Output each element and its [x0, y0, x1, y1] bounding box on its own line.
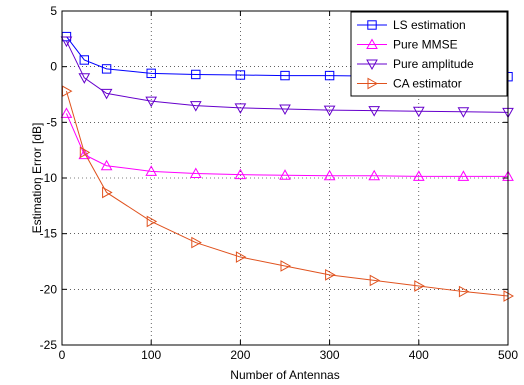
- data-point: [235, 251, 247, 263]
- data-point: [191, 236, 202, 249]
- data-point: [191, 69, 201, 80]
- data-point: [189, 167, 202, 179]
- data-point: [100, 88, 113, 100]
- data-point: [234, 168, 247, 180]
- data-point: [101, 64, 112, 74]
- data-point: [60, 36, 73, 48]
- data-point: [366, 59, 378, 71]
- series-line: [66, 113, 508, 177]
- data-point: [234, 103, 247, 114]
- x-axis-label: Number of Antennas: [230, 368, 339, 382]
- data-point: [325, 269, 336, 281]
- data-point: [279, 169, 291, 180]
- data-point: [458, 285, 470, 298]
- data-point: [367, 77, 379, 90]
- legend-box: [350, 11, 508, 97]
- data-point: [100, 159, 113, 171]
- x-tick-label: 0: [59, 348, 66, 362]
- data-point: [368, 169, 381, 181]
- data-point: [323, 169, 336, 181]
- y-tick-label: 0: [50, 60, 57, 74]
- legend: LS estimation Pure MMSE Pure amplitude CA e…: [350, 11, 508, 97]
- y-tick-label: -5: [46, 115, 57, 129]
- y-axis-label: Estimation Error [dB]: [30, 123, 44, 234]
- y-tick-label: -15: [40, 227, 58, 241]
- data-point: [367, 20, 377, 30]
- data-point: [146, 68, 156, 79]
- data-point: [235, 70, 246, 80]
- legend-label: Pure amplitude: [393, 57, 474, 71]
- data-point: [102, 186, 113, 199]
- data-point: [368, 106, 381, 117]
- legend-label: CA estimator: [393, 77, 462, 91]
- x-tick-label: 200: [230, 348, 250, 362]
- data-point: [323, 105, 336, 117]
- data-point: [412, 170, 425, 181]
- data-point: [280, 70, 290, 81]
- y-tick-label: 5: [50, 4, 57, 18]
- legend-label: LS estimation: [393, 18, 466, 32]
- tick-labels: 0 100 200 300 400 500 5 0 -5 -10 -15 -20 -25: [40, 4, 519, 362]
- legend-item: Pure MMSE: [357, 38, 458, 52]
- data-point: [279, 104, 291, 116]
- data-point: [324, 70, 335, 81]
- data-point: [146, 215, 158, 228]
- y-tick-label: -20: [40, 282, 58, 296]
- data-point: [189, 101, 202, 112]
- y-tick-label: -10: [40, 171, 58, 185]
- x-tick-label: 300: [320, 348, 340, 362]
- y-tick-label: -25: [40, 338, 58, 352]
- legend-item: LS estimation: [357, 18, 466, 32]
- series-line: [65, 91, 509, 297]
- data-point: [414, 280, 425, 292]
- data-point: [145, 96, 158, 108]
- data-point: [60, 107, 73, 118]
- x-tick-label: 500: [498, 348, 518, 362]
- data-point: [78, 73, 91, 84]
- data-point: [79, 146, 91, 159]
- x-tick-label: 400: [409, 348, 429, 362]
- legend-item: Pure amplitude: [357, 57, 474, 71]
- series-layer: [60, 31, 515, 302]
- data-point: [366, 38, 378, 49]
- data-point: [457, 107, 470, 118]
- data-point: [145, 165, 158, 176]
- series-pure-amplitude: [60, 36, 514, 119]
- data-point: [79, 55, 89, 65]
- data-point: [369, 274, 381, 287]
- data-point: [457, 170, 470, 181]
- legend-label: Pure MMSE: [393, 38, 458, 52]
- legend-item: CA estimator: [357, 77, 462, 91]
- data-point: [280, 260, 292, 272]
- data-point: [412, 106, 425, 118]
- x-tick-label: 100: [141, 348, 161, 362]
